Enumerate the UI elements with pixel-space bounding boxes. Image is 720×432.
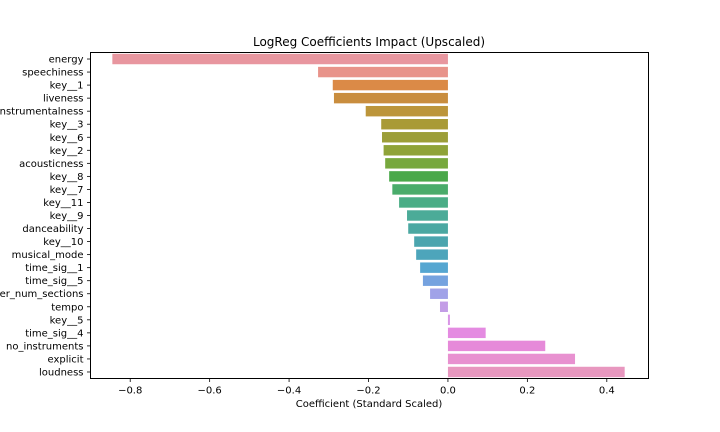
bar-energy bbox=[112, 53, 448, 65]
y-tick-label: key__3 bbox=[50, 120, 84, 131]
y-tick-label: key__11 bbox=[43, 198, 83, 209]
bar-key-1 bbox=[332, 79, 448, 91]
bar-key-8 bbox=[389, 171, 448, 182]
x-tick-label: −0.2 bbox=[356, 386, 380, 397]
bar-time-sig-1 bbox=[420, 262, 448, 273]
y-tick-label: musical_mode bbox=[12, 250, 84, 261]
y-tick-label: key__5 bbox=[50, 315, 84, 326]
y-tick-label: speechiness bbox=[22, 68, 83, 79]
bars-group bbox=[112, 53, 625, 378]
y-tick-label: liveness bbox=[43, 94, 84, 105]
y-tick-label: time_sig__5 bbox=[25, 276, 83, 287]
bar-tempo bbox=[439, 301, 448, 312]
y-tick-label: key__2 bbox=[50, 146, 84, 157]
bar-key-11 bbox=[399, 197, 448, 208]
y-tick-label: acousticness bbox=[19, 159, 83, 170]
bar-key-2 bbox=[383, 145, 448, 156]
x-tick-label: −0.8 bbox=[118, 386, 142, 397]
bar-key-3 bbox=[381, 119, 448, 130]
bar-number-num-sections bbox=[430, 288, 448, 299]
y-tick-label: time_sig__1 bbox=[25, 263, 83, 274]
plot-frame bbox=[90, 52, 649, 379]
x-axis-label: Coefficient (Standard Scaled) bbox=[296, 399, 443, 410]
bar-explicit bbox=[447, 353, 576, 365]
y-axis-ticks: energy speechiness key__1 liveness instrumen… bbox=[0, 55, 91, 378]
y-tick-label: key__8 bbox=[50, 172, 84, 183]
chart-title: LogReg Coefficients Impact (Upscaled) bbox=[253, 35, 485, 49]
bar-time-sig-4 bbox=[447, 327, 486, 339]
y-tick-label: key__6 bbox=[50, 133, 84, 144]
y-tick-label: number_num_sections bbox=[0, 289, 84, 300]
bar-speechiness bbox=[318, 66, 448, 78]
bar-key-9 bbox=[407, 210, 448, 221]
y-tick-label: no_instruments bbox=[6, 341, 84, 352]
y-tick-label: danceability bbox=[22, 224, 83, 235]
x-axis-ticks: −0.8 −0.6 −0.4 −0.2 0.0 0.2 0.4 bbox=[118, 378, 615, 397]
bar-musical-mode bbox=[416, 249, 448, 260]
bar-no-instruments bbox=[447, 340, 546, 352]
x-tick-label: 0.0 bbox=[440, 386, 456, 397]
bar-loudness bbox=[447, 366, 625, 378]
y-tick-label: key__9 bbox=[50, 211, 84, 222]
bar-key-7 bbox=[392, 184, 448, 195]
bar-time-sig-5 bbox=[422, 275, 448, 286]
y-tick-label: loudness bbox=[39, 367, 84, 378]
y-tick-label: tempo bbox=[51, 302, 83, 313]
bar-key-6 bbox=[382, 132, 448, 143]
x-tick-label: 0.4 bbox=[599, 386, 615, 397]
y-tick-label: time_sig__4 bbox=[25, 328, 83, 339]
y-tick-label: key__1 bbox=[50, 81, 84, 92]
bar-instrumentalness bbox=[365, 105, 448, 117]
bar-liveness bbox=[333, 92, 448, 104]
y-tick-label: instrumentalness bbox=[0, 107, 84, 118]
y-tick-label: key__10 bbox=[43, 237, 83, 248]
x-tick-label: −0.6 bbox=[197, 386, 221, 397]
x-tick-label: 0.2 bbox=[519, 386, 535, 397]
y-tick-label: explicit bbox=[48, 354, 84, 365]
x-tick-label: −0.4 bbox=[277, 386, 301, 397]
y-tick-label: energy bbox=[49, 55, 84, 66]
bar-acousticness bbox=[385, 158, 448, 169]
bar-key-5 bbox=[447, 314, 450, 326]
bar-key-10 bbox=[414, 236, 448, 247]
y-tick-label: key__7 bbox=[50, 185, 84, 196]
bar-danceability bbox=[408, 223, 448, 234]
